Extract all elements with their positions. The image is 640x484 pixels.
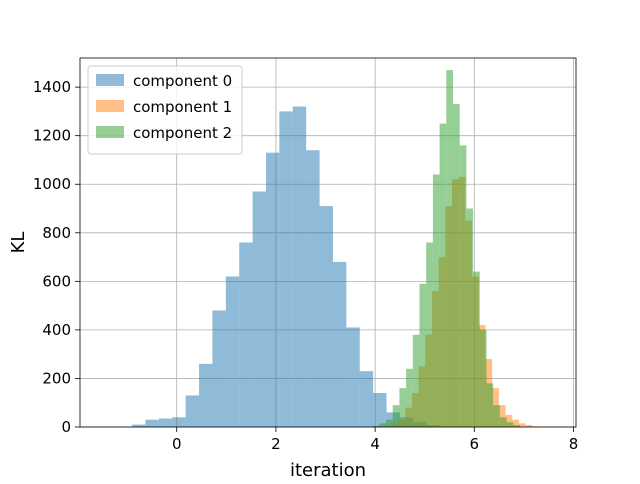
legend-label: component 1 xyxy=(133,98,232,116)
y-tick-label: 600 xyxy=(42,272,71,290)
histogram-bar xyxy=(506,422,514,427)
histogram-bar xyxy=(239,242,253,427)
legend-label: component 2 xyxy=(133,124,232,142)
x-axis-label: iteration xyxy=(290,460,366,480)
x-tick-label: 0 xyxy=(172,435,182,453)
legend-swatch xyxy=(96,100,124,112)
histogram-bar xyxy=(493,405,500,427)
y-tick-label: 800 xyxy=(42,224,71,242)
histogram-bar xyxy=(473,271,480,427)
x-tick-label: 6 xyxy=(470,435,480,453)
histogram-bar xyxy=(359,371,374,427)
histogram-bar xyxy=(452,104,460,427)
y-tick-label: 200 xyxy=(42,369,71,387)
ticks-layer: 0 2 4 6 8 0 200 400 600 800 1000 1200 1400 xyxy=(33,78,578,453)
x-tick-label: 8 xyxy=(569,435,579,453)
histogram-bar xyxy=(185,395,200,427)
bars-layer xyxy=(132,70,540,428)
histogram-bar xyxy=(432,174,440,427)
legend-swatch xyxy=(96,126,124,138)
histogram-bar xyxy=(319,206,333,427)
histogram-bar xyxy=(172,417,186,427)
histogram-bar xyxy=(426,242,433,427)
histogram-bar xyxy=(372,425,380,427)
histogram-bar xyxy=(459,145,467,428)
histogram-bar xyxy=(446,70,453,428)
histogram-bar xyxy=(479,329,487,427)
histogram-bar xyxy=(386,419,393,427)
histogram-bar xyxy=(225,276,240,427)
y-tick-label: 0 xyxy=(61,418,71,436)
legend-items: component 0 component 1 component 2 xyxy=(96,72,232,142)
histogram-bar xyxy=(158,418,173,427)
histogram-bar xyxy=(145,419,159,427)
legend-swatch xyxy=(96,74,124,86)
histogram-bar xyxy=(439,123,447,427)
histogram-bar xyxy=(332,261,347,427)
y-tick-label: 1200 xyxy=(33,127,71,145)
histogram-bar xyxy=(346,327,360,427)
histogram-bar xyxy=(525,425,533,427)
histogram-bar xyxy=(512,419,519,427)
histogram-bar xyxy=(212,310,226,427)
y-tick-label: 1000 xyxy=(33,175,71,193)
legend-box xyxy=(87,65,243,155)
histogram-bar xyxy=(499,417,507,427)
histogram-bar xyxy=(486,383,494,427)
plot-frame xyxy=(79,57,577,428)
histogram-bar xyxy=(513,425,520,427)
y-tick-label: 1400 xyxy=(33,78,71,96)
histogram-bar xyxy=(399,388,407,427)
legend-label: component 0 xyxy=(133,72,232,90)
histogram-bar xyxy=(279,111,293,427)
histogram-bar xyxy=(498,405,506,427)
histogram-bar xyxy=(252,191,266,427)
histogram-bar xyxy=(292,106,307,427)
histogram-bar xyxy=(266,152,280,428)
histogram-bar xyxy=(406,368,413,427)
histogram-bar xyxy=(466,208,474,427)
y-tick-label: 400 xyxy=(42,321,71,339)
histogram-bar xyxy=(392,405,400,427)
histogram-bar xyxy=(518,423,526,427)
histogram-bar xyxy=(419,283,427,427)
x-tick-label: 4 xyxy=(370,435,380,453)
histogram-bar xyxy=(132,424,146,427)
legend: component 0 component 1 component 2 xyxy=(87,65,243,155)
histogram-bar xyxy=(412,334,420,427)
histogram-bar xyxy=(199,363,213,427)
y-axis-label: KL xyxy=(8,232,29,254)
series-2-bars xyxy=(372,70,520,428)
series-0-bars xyxy=(132,106,441,428)
histogram-bar xyxy=(306,150,320,427)
histogram-bar xyxy=(505,414,513,427)
x-tick-label: 2 xyxy=(271,435,281,453)
histogram-bar xyxy=(373,393,387,427)
histogram-bar xyxy=(379,423,387,427)
